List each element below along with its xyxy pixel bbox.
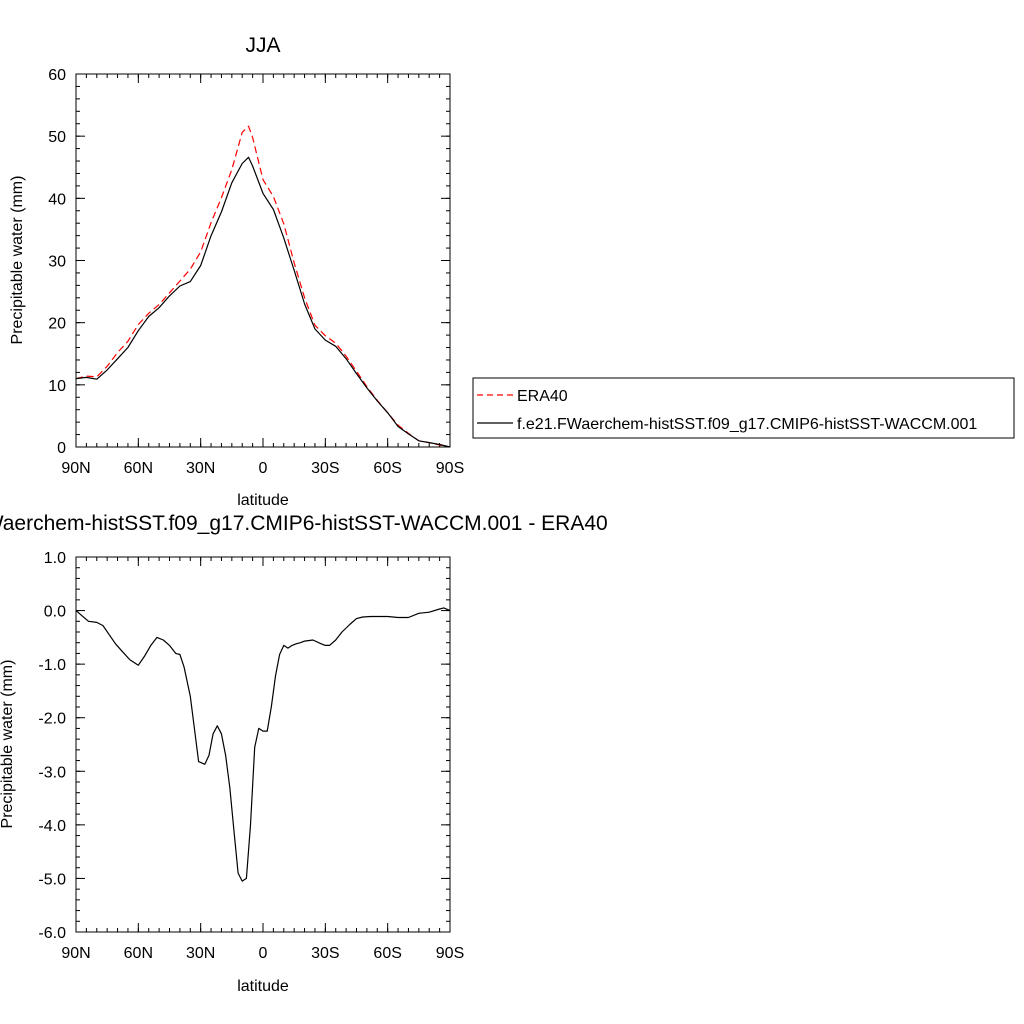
y-tick-label: 0 (57, 440, 66, 457)
x-tick-label: 90S (436, 945, 464, 962)
y-tick-label: 0.0 (44, 604, 66, 621)
legend-box (472, 377, 1015, 439)
bottom-x-axis-label: latitude (237, 978, 289, 995)
top-series-line-0 (75, 125, 451, 448)
x-tick-label: 60S (373, 460, 401, 477)
y-tick-label: 10 (48, 378, 66, 395)
x-tick-label: 60S (373, 945, 401, 962)
top-y-axis-label: Precipitable water (mm) (9, 176, 26, 345)
y-tick-label: -1.0 (38, 657, 66, 674)
bottom-chart: f.e21.FWaerchem-histSST.f09_g17.CMIP6-hi… (0, 512, 608, 995)
y-tick-label: 20 (48, 316, 66, 333)
top-chart-title: JJA (245, 34, 280, 57)
legend: ERA40 f.e21.FWaerchem-histSST.f09_g17.CM… (472, 377, 1015, 439)
y-tick-label: 1.0 (44, 550, 66, 567)
y-tick-label: 40 (48, 191, 66, 208)
x-tick-label: 0 (259, 460, 268, 477)
y-tick-label: -4.0 (38, 818, 66, 835)
x-tick-label: 60N (124, 945, 153, 962)
y-tick-label: 50 (48, 129, 66, 146)
bottom-axis-ticks (75, 556, 451, 933)
top-chart: JJA 0 10 20 30 40 50 60 90N 60N 30N 0 30S 60S 90S la… (9, 34, 464, 509)
top-series-line-1 (75, 156, 451, 448)
y-tick-label: -6.0 (38, 925, 66, 942)
x-tick-label: 30S (311, 945, 339, 962)
y-tick-label: -5.0 (38, 871, 66, 888)
top-x-tick-labels: 90N 60N 30N 0 30S 60S 90S (61, 460, 464, 477)
bottom-plot-frame (75, 556, 451, 933)
x-tick-label: 0 (259, 945, 268, 962)
x-tick-label: 30N (186, 460, 215, 477)
bottom-chart-title: f.e21.FWaerchem-histSST.f09_g17.CMIP6-hi… (0, 512, 608, 535)
top-axis-ticks (75, 73, 451, 448)
top-series-lines (75, 125, 451, 448)
x-tick-label: 90N (61, 460, 90, 477)
y-tick-label: 60 (48, 67, 66, 84)
legend-label-model: f.e21.FWaerchem-histSST.f09_g17.CMIP6-hi… (517, 416, 977, 433)
x-tick-label: 30N (186, 945, 215, 962)
bottom-y-axis-label: Precipitable water (mm) (0, 660, 16, 829)
top-x-axis-label: latitude (237, 492, 289, 509)
x-tick-label: 60N (124, 460, 153, 477)
x-tick-label: 30S (311, 460, 339, 477)
x-tick-label: 90S (436, 460, 464, 477)
bottom-x-tick-labels: 90N 60N 30N 0 30S 60S 90S (61, 945, 464, 962)
top-y-tick-labels: 0 10 20 30 40 50 60 (48, 67, 66, 457)
y-tick-label: -2.0 (38, 711, 66, 728)
bottom-y-tick-labels: 1.0 0.0 -1.0 -2.0 -3.0 -4.0 -5.0 -6.0 (38, 550, 66, 942)
legend-label-era40: ERA40 (517, 388, 568, 405)
bot-series-line-0 (75, 607, 451, 882)
y-tick-label: 30 (48, 254, 66, 271)
y-tick-label: -3.0 (38, 764, 66, 781)
x-tick-label: 90N (61, 945, 90, 962)
top-plot-frame (75, 73, 451, 448)
bottom-series-lines (75, 607, 451, 882)
